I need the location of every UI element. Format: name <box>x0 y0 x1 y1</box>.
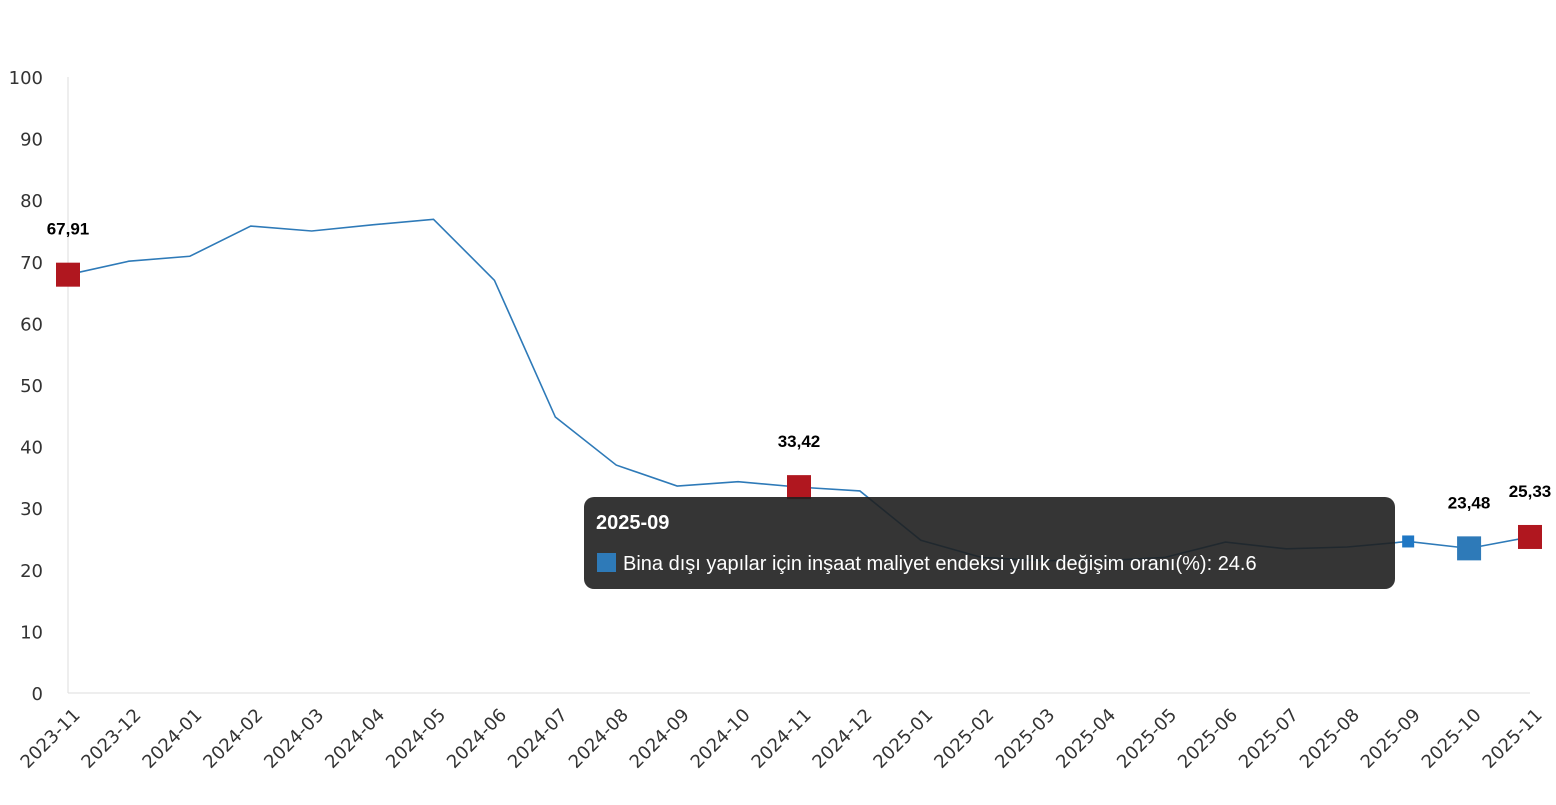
marker <box>787 475 811 500</box>
y-tick-label: 0 <box>32 684 43 705</box>
y-tick-label: 70 <box>20 253 43 274</box>
y-tick-label: 100 <box>9 68 43 89</box>
value-label: 33,42 <box>778 432 821 451</box>
x-tick-label: 2024-05 <box>382 705 450 773</box>
x-tick-label: 2024-06 <box>443 705 511 773</box>
x-tick-label: 2025-01 <box>869 705 937 773</box>
x-tick-label: 2025-06 <box>1174 705 1242 773</box>
tooltip-title: 2025-09 <box>596 512 669 534</box>
x-tick-label: 2023-12 <box>77 705 145 773</box>
y-tick-label: 80 <box>20 191 43 212</box>
y-tick-label: 10 <box>20 622 43 643</box>
y-tick-label: 20 <box>20 561 43 582</box>
marker <box>1402 535 1415 548</box>
y-tick-label: 30 <box>20 499 43 520</box>
x-tick-label: 2024-10 <box>687 705 755 773</box>
x-tick-label: 2025-08 <box>1296 705 1364 773</box>
x-tick-label: 2024-04 <box>321 705 389 773</box>
marker <box>1457 536 1482 561</box>
x-tick-label: 2024-07 <box>504 705 572 773</box>
x-tick-label: 2024-09 <box>626 705 694 773</box>
marker <box>1518 524 1542 549</box>
x-tick-label: 2025-02 <box>930 705 998 773</box>
tooltip-box <box>584 497 1395 589</box>
x-tick-label: 2025-07 <box>1235 705 1303 773</box>
x-tick-label: 2025-10 <box>1418 705 1486 773</box>
x-tick-label: 2024-12 <box>808 705 876 773</box>
y-tick-label: 40 <box>20 438 43 459</box>
x-tick-label: 2025-04 <box>1052 705 1120 773</box>
value-label: 23,48 <box>1448 493 1491 512</box>
y-tick-label: 60 <box>20 314 43 335</box>
tooltip-swatch <box>597 553 616 572</box>
value-label: 25,33 <box>1509 482 1552 501</box>
marker <box>56 262 80 287</box>
y-tick-label: 50 <box>20 376 43 397</box>
x-tick-label: 2024-11 <box>748 705 816 773</box>
y-tick-label: 90 <box>20 130 43 151</box>
x-tick-label: 2024-08 <box>565 705 633 773</box>
x-tick-label: 2024-02 <box>199 705 267 773</box>
x-tick-label: 2024-01 <box>138 705 206 773</box>
x-tick-label: 2025-05 <box>1113 705 1181 773</box>
x-tick-label: 2025-11 <box>1479 705 1547 773</box>
tooltip-text: Bina dışı yapılar için inşaat maliyet en… <box>623 553 1257 575</box>
x-tick-label: 2024-03 <box>260 705 328 773</box>
x-tick-label: 2025-09 <box>1357 705 1425 773</box>
x-tick-label: 2025-03 <box>991 705 1059 773</box>
x-tick-label: 2023-11 <box>17 705 85 773</box>
tooltip: 2025-09 Bina dışı yapılar için inşaat mal… <box>584 497 1395 589</box>
value-label: 67,91 <box>47 220 90 239</box>
